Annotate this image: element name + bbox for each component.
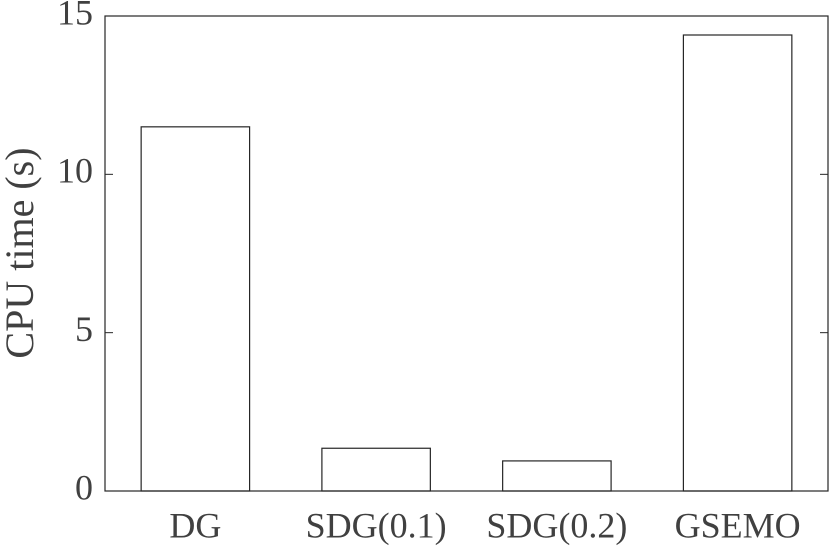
y-axis-label: CPU time (s) [0, 147, 42, 358]
y-tick-label: 15 [57, 0, 93, 32]
y-tick-label: 5 [75, 309, 93, 349]
x-tick-label: DG [169, 505, 221, 545]
y-tick-label: 10 [57, 151, 93, 191]
bar [502, 460, 612, 492]
axes-frame [104, 15, 829, 492]
bar [140, 126, 251, 492]
x-tick-label: SDG(0.2) [486, 505, 627, 545]
bar [682, 34, 793, 492]
y-tick-label: 0 [75, 467, 93, 507]
x-tick-label: GSEMO [675, 505, 801, 545]
x-tick-label: SDG(0.1) [306, 505, 447, 545]
bar [321, 447, 431, 492]
